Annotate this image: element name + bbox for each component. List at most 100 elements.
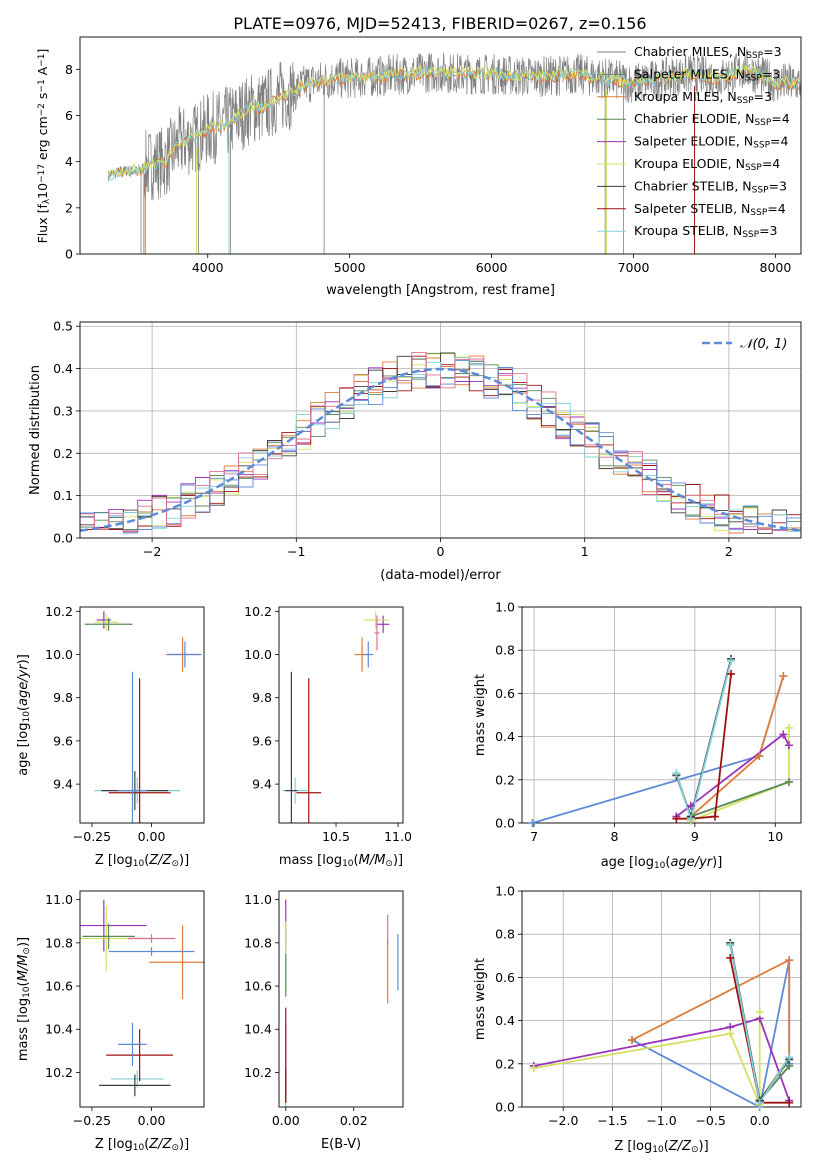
- observed-spectrum-line: [108, 49, 801, 201]
- weight-marker: [755, 1098, 764, 1107]
- label-part: 10: [22, 711, 32, 723]
- label-part: =4: [770, 134, 788, 149]
- weight-marker: [726, 953, 735, 962]
- weight-marker: [784, 741, 793, 750]
- x-tick-label: 1: [581, 544, 589, 559]
- x-tick-label: −0.25: [73, 1113, 111, 1128]
- x-tick-label: 9: [691, 829, 699, 844]
- axes-frame: [278, 890, 404, 1108]
- label-part: E(B-V): [321, 1137, 361, 1152]
- weight-marker: [727, 669, 736, 678]
- label-part: M/M: [16, 955, 31, 982]
- y-axis-label: Normed distribution: [28, 365, 43, 495]
- label-part: 10: [342, 859, 354, 869]
- x-tick-label: 10.5: [322, 829, 350, 844]
- label-part: SSP: [752, 186, 769, 196]
- label-part: (: [16, 981, 31, 986]
- y-tick-label: 10.6: [244, 979, 272, 994]
- label-part: SSP: [746, 51, 763, 61]
- label-part: age/yr: [16, 663, 31, 706]
- weight-marker: [779, 672, 788, 681]
- x-axis-label: wavelength [Angstrom, rest frame]: [326, 283, 555, 298]
- label-part: Kroupa ELODIE, N: [634, 156, 745, 171]
- y-tick-label: 10.0: [45, 647, 73, 662]
- y-tick-label: 0.4: [495, 1013, 515, 1028]
- label-part: Z [log: [95, 1137, 133, 1152]
- plot-area: [84, 611, 202, 823]
- label-part: M/M: [359, 853, 386, 868]
- label-part: −2: [37, 103, 47, 116]
- label-part: SSP: [737, 96, 754, 106]
- x-tick-label: 0.00: [272, 1113, 300, 1128]
- y-tick-label: 1.0: [495, 884, 515, 899]
- weight-marker: [672, 814, 681, 823]
- y-tick-label: 11.0: [244, 892, 272, 907]
- y-tick-label: 10.6: [45, 979, 73, 994]
- legend-entry: Chabrier STELIB, NSSP=3: [634, 178, 787, 195]
- label-part: Salpeter STELIB, N: [634, 201, 750, 216]
- label-part: )]: [393, 853, 403, 868]
- label-part: ⊙: [171, 859, 179, 869]
- label-part: (: [664, 1139, 669, 1154]
- weight-marker: [784, 723, 793, 732]
- x-tick-label: 2: [725, 544, 733, 559]
- x-tick-label: −0.5: [695, 1113, 725, 1128]
- weight-marker: [727, 657, 736, 665]
- x-axis-label: Z [log10(Z/Z⊙)]: [95, 1137, 189, 1153]
- mass-vs-EBV-panel: 0.00 0.02 10.2 10.4 10.6 10.8 11.0 E(B-V): [244, 890, 404, 1152]
- label-part: mass [log: [16, 998, 31, 1061]
- legend-entry: Kroupa ELODIE, NSSP=4: [634, 156, 780, 173]
- weight-marker: [726, 1029, 735, 1038]
- x-tick-label: 7000: [618, 260, 650, 275]
- label-part: (: [144, 1137, 149, 1152]
- label-part: mass [log: [279, 853, 342, 868]
- label-part: λ: [42, 198, 52, 204]
- y-tick-label: 0.4: [53, 361, 73, 376]
- plot-area: [522, 607, 801, 823]
- label-part: =3: [769, 178, 787, 193]
- x-tick-label: 0: [437, 544, 445, 559]
- x-tick-label: 0.0: [750, 1113, 770, 1128]
- weight-marker: [785, 1053, 794, 1062]
- weight-line: [675, 733, 790, 818]
- label-part: (: [354, 853, 359, 868]
- x-axis-label: Z [log10(Z/Z⊙)]: [614, 1139, 708, 1155]
- y-tick-label: 0.8: [495, 643, 515, 658]
- plot-area: [80, 322, 801, 538]
- y-axis-label: mass [log10(M/M⊙)]: [16, 937, 32, 1061]
- figure-title: PLATE=0976, MJD=52413, FIBERID=0267, z=0…: [233, 14, 646, 33]
- axes-frame: [79, 606, 205, 824]
- x-tick-label: −2: [143, 544, 161, 559]
- label-part: Chabrier MILES, N: [634, 44, 746, 59]
- y-tick-label: 0.6: [495, 970, 515, 985]
- label-part: (: [665, 855, 670, 870]
- x-tick-label: 6000: [476, 260, 508, 275]
- y-tick-label: 1.0: [495, 600, 515, 615]
- label-part: (: [16, 706, 31, 711]
- label-part: Salpeter MILES, N: [634, 66, 745, 81]
- weight-marker: [528, 819, 537, 827]
- y-tick-label: 0.0: [495, 816, 515, 831]
- weight-marker: [726, 941, 735, 949]
- y-tick-label: 9.4: [53, 777, 73, 792]
- y-tick-label: 9.6: [252, 733, 272, 748]
- legend-entry: Salpeter STELIB, NSSP=4: [634, 201, 786, 218]
- x-tick-label: 4000: [192, 260, 224, 275]
- y-tick-label: 10.4: [45, 1022, 73, 1037]
- x-axis-label: (data-model)/error: [380, 568, 501, 583]
- label-part: 10: [652, 1145, 664, 1155]
- y-tick-label: 9.4: [252, 777, 272, 792]
- model-spectrum-line: [107, 63, 801, 177]
- y-tick-label: 0.2: [495, 772, 515, 787]
- y-tick-label: 10.2: [45, 604, 73, 619]
- legend-entry: Chabrier ELODIE, NSSP=4: [634, 111, 790, 128]
- label-part: )]: [16, 937, 31, 947]
- age-vs-Z-panel: −0.25 0.009.49.69.810.010.2Z [log10(Z/Z⊙)…: [16, 604, 205, 869]
- label-part: =4: [762, 156, 780, 171]
- label-part: Z [log: [614, 1139, 652, 1154]
- y-axis-label: Flux [fλ10−17 erg cm−2 s−1 A−1]: [35, 49, 52, 244]
- label-part: 10: [133, 1143, 145, 1153]
- y-axis-label: mass weight: [473, 958, 488, 1040]
